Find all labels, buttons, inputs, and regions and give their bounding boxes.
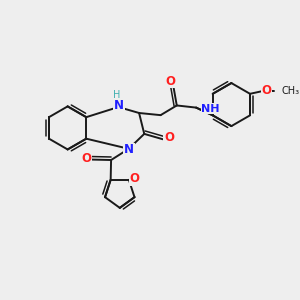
Text: O: O [130, 172, 140, 185]
Text: O: O [165, 75, 175, 88]
Text: CH₃: CH₃ [282, 86, 300, 96]
Text: N: N [114, 99, 124, 112]
Text: N: N [124, 143, 134, 156]
Text: NH: NH [201, 104, 220, 114]
Text: O: O [164, 131, 174, 144]
Text: O: O [262, 84, 272, 97]
Text: O: O [81, 152, 91, 165]
Text: H: H [113, 90, 120, 100]
